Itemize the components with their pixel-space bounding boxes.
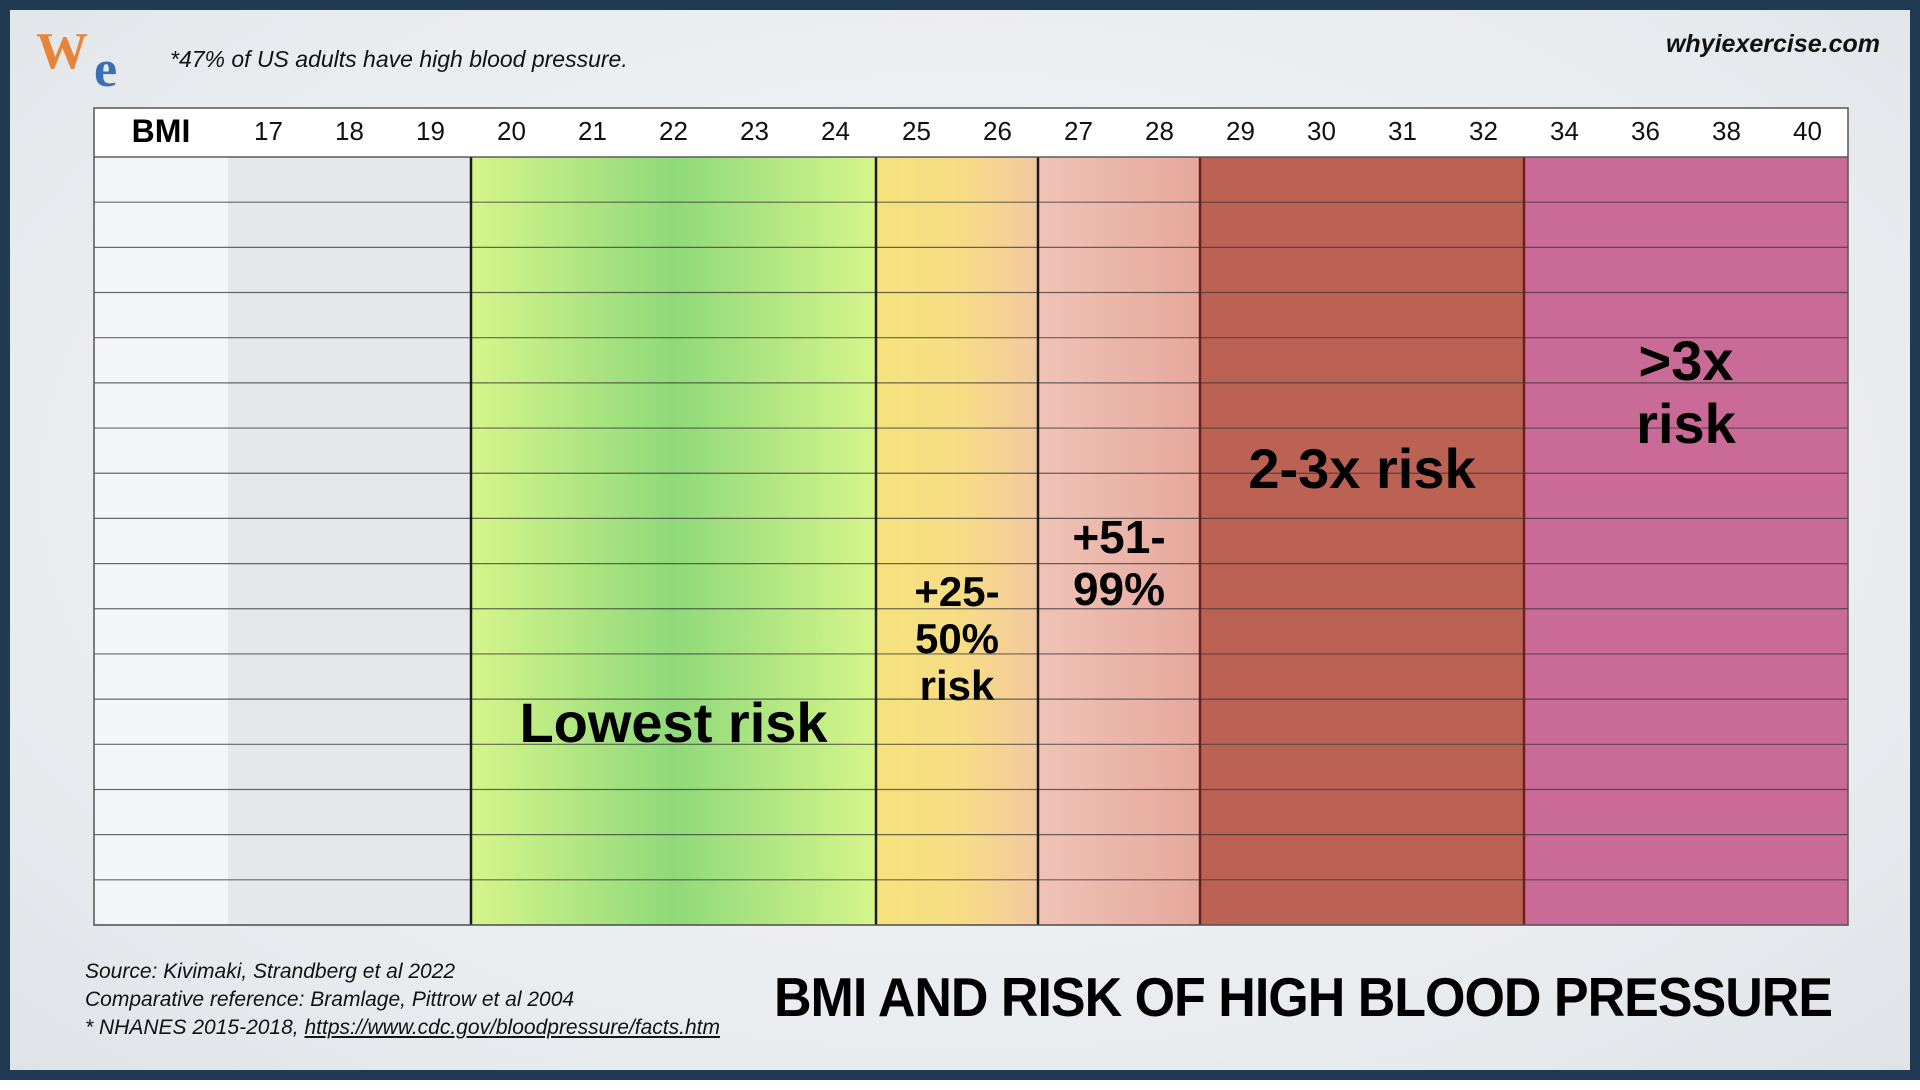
band-label-line: Lowest risk	[519, 691, 828, 754]
bmi-tick-23: 23	[740, 116, 769, 146]
logo: W e	[34, 23, 134, 98]
source-line-2: Comparative reference: Bramlage, Pittrow…	[85, 988, 575, 1011]
band-label-elevated: +51- 99%	[1038, 511, 1200, 615]
bmi-tick-24: 24	[821, 116, 850, 146]
bmi-tick-26: 26	[983, 116, 1012, 146]
bmi-tick-20: 20	[497, 116, 526, 146]
bmi-tick-22: 22	[659, 116, 688, 146]
bmi-tick-36: 36	[1631, 116, 1660, 146]
bmi-tick-29: 29	[1226, 116, 1255, 146]
band-label-lowest: Lowest risk	[471, 691, 876, 755]
band-elevated	[1038, 157, 1200, 925]
website-label: whyiexercise.com	[1665, 30, 1880, 58]
band-label-line: +25-	[914, 568, 1000, 615]
band-very-high	[1524, 157, 1848, 925]
bmi-tick-30: 30	[1307, 116, 1336, 146]
bmi-tick-21: 21	[578, 116, 607, 146]
band-baseline	[228, 157, 471, 925]
band-label-very-high: >3x risk	[1524, 329, 1848, 455]
band-label-line: risk	[919, 662, 995, 710]
bmi-tick-32: 32	[1469, 116, 1498, 146]
logo-letter-w: W	[36, 23, 88, 80]
band-label-line: 99%	[1072, 562, 1166, 615]
bmi-tick-34: 34	[1550, 116, 1579, 146]
band-label-moderate: +25- 50% risk	[876, 568, 1038, 709]
source-line-1: Source: Kivimaki, Strandberg et al 2022	[85, 960, 456, 983]
row-header-column	[94, 157, 228, 925]
bmi-row-header: BMI	[132, 113, 191, 149]
prevalence-note: *47% of US adults have high blood pressu…	[170, 46, 628, 72]
band-label-line: +51-	[1072, 511, 1166, 563]
logo-letter-e: e	[94, 41, 118, 98]
band-label-line: 2-3x risk	[1248, 437, 1476, 500]
band-moderate	[876, 157, 1038, 925]
bmi-tick-31: 31	[1388, 116, 1417, 146]
bmi-tick-17: 17	[254, 116, 283, 146]
bmi-tick-38: 38	[1712, 116, 1741, 146]
band-high	[1200, 157, 1524, 925]
source-line-3: * NHANES 2015-2018, https://www.cdc.gov/…	[85, 1014, 720, 1042]
cdc-link[interactable]: https://www.cdc.gov/bloodpressure/facts.…	[304, 1016, 720, 1039]
bmi-tick-25: 25	[902, 116, 931, 146]
bmi-risk-chart: BMI 17 18 19 20 21 22 23 24 25 26 27 28 29 30 31 32 34 36 3…	[93, 107, 1849, 926]
band-label-line: 50%	[914, 615, 1000, 663]
band-label-line: >3x	[1638, 329, 1734, 392]
band-label-high: 2-3x risk	[1200, 437, 1524, 501]
band-label-line: risk	[1636, 391, 1736, 455]
bmi-tick-40: 40	[1793, 116, 1822, 146]
band-lowest	[471, 157, 876, 925]
bmi-tick-18: 18	[335, 116, 364, 146]
chart-border	[93, 107, 1849, 926]
header-row	[94, 108, 1848, 157]
bmi-tick-28: 28	[1145, 116, 1174, 146]
source-notes: Source: Kivimaki, Strandberg et al 2022 …	[85, 958, 720, 1042]
source-line-3-text: * NHANES 2015-2018,	[85, 1016, 305, 1039]
chart-title: BMI AND RISK OF HIGH BLOOD PRESSURE	[773, 967, 1833, 1029]
bmi-tick-27: 27	[1064, 116, 1093, 146]
bmi-tick-19: 19	[416, 116, 445, 146]
